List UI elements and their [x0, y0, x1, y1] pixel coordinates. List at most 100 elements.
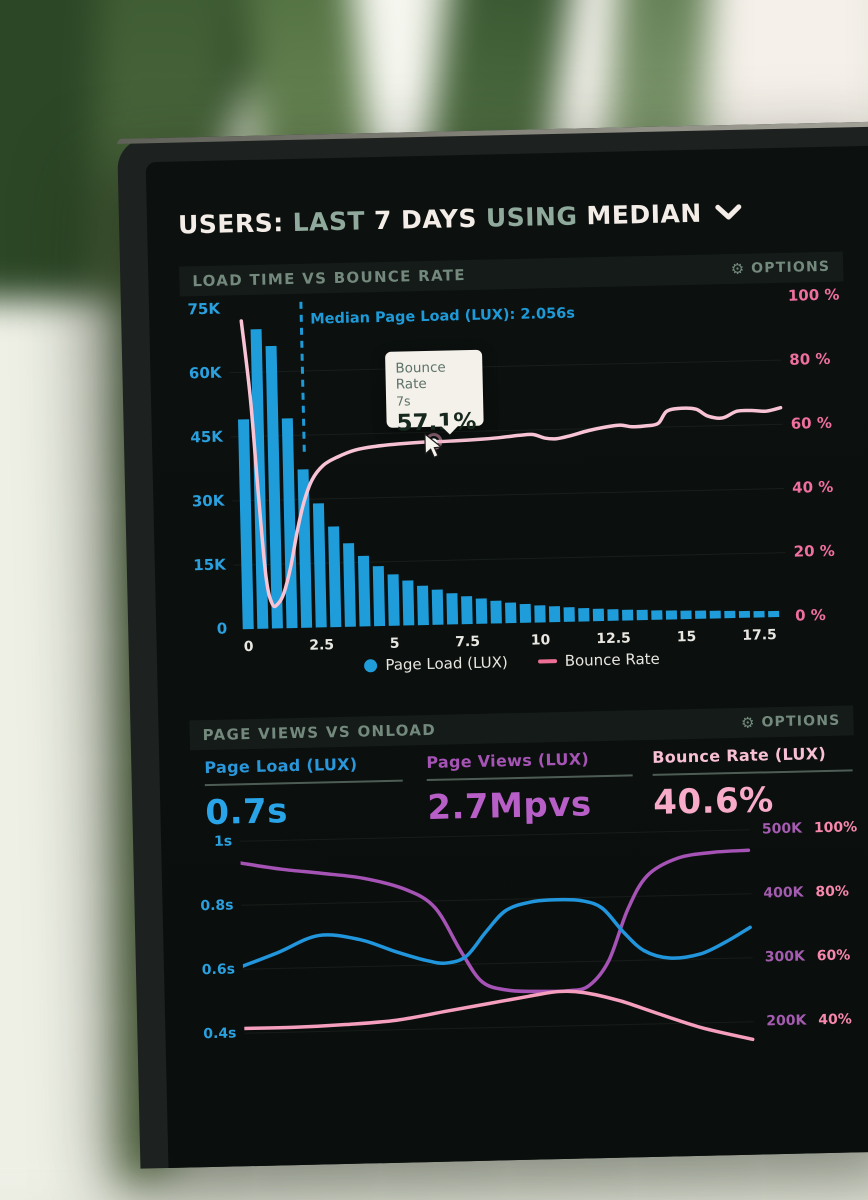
bar[interactable]	[622, 609, 634, 621]
metric-divider	[652, 769, 853, 776]
date-range-selector[interactable]: USERS: LAST 7 DAYS USING MEDIAN	[178, 194, 742, 243]
gridline	[240, 829, 750, 842]
y-tick: 0	[216, 619, 228, 638]
legend-page-load[interactable]: Page Load (LUX)	[364, 653, 508, 674]
y-tick: 300K	[764, 948, 806, 966]
analytics-dashboard: USERS: LAST 7 DAYS USING MEDIAN LOAD TIM…	[155, 176, 868, 1133]
laptop: USERS: LAST 7 DAYS USING MEDIAN LOAD TIM…	[117, 120, 868, 1169]
title-users: USERS:	[177, 207, 285, 240]
bar[interactable]	[680, 610, 692, 620]
panel1-options-button[interactable]: ⚙ OPTIONS	[730, 258, 831, 278]
bar[interactable]	[519, 603, 532, 623]
chevron-down-icon[interactable]	[714, 203, 742, 221]
metric-page-views: Page Views (LUX) 2.7Mpvs	[426, 748, 634, 828]
gridline	[244, 1021, 755, 1034]
bar[interactable]	[578, 608, 590, 622]
bar[interactable]	[490, 600, 502, 624]
gridline	[241, 893, 752, 906]
y-tick: 60K	[188, 363, 222, 383]
chart1-left-axis: 75K 60K 45K 30K 15K 0	[172, 300, 228, 639]
bar[interactable]	[475, 598, 488, 624]
bar[interactable]	[651, 610, 663, 620]
y-tick: 0 %	[794, 605, 826, 625]
tooltip-x-value: 7s	[395, 393, 411, 409]
bar[interactable]	[607, 609, 619, 621]
bar[interactable]	[372, 566, 386, 627]
x-tick-label: 10	[530, 632, 551, 649]
pink-dash-icon	[537, 659, 557, 664]
bar[interactable]	[265, 345, 283, 629]
y-tick: 45K	[190, 427, 224, 447]
mouse-cursor-icon	[424, 432, 443, 459]
bar[interactable]	[753, 610, 765, 618]
bar[interactable]	[461, 596, 473, 625]
bar[interactable]	[297, 469, 313, 628]
chart1-right-axis: 100 % 80 % 60 % 40 % 20 % 0 %	[787, 285, 856, 625]
x-tick-label: 15	[676, 628, 697, 646]
panel-header-page-views: PAGE VIEWS VS ONLOAD ⚙ OPTIONS	[189, 705, 854, 751]
gridline	[232, 487, 785, 502]
y-tick: 40%	[818, 1011, 852, 1029]
page-views-vs-onload-chart[interactable]	[239, 826, 755, 1078]
page-load-line[interactable]	[241, 895, 752, 968]
y-tick: 0.6s	[201, 961, 236, 979]
bar[interactable]	[548, 606, 561, 623]
y-tick: 80 %	[789, 349, 831, 369]
x-tick-label: 17.5	[742, 627, 777, 644]
y-tick: 100%	[813, 819, 858, 837]
bar[interactable]	[281, 418, 298, 629]
bar[interactable]	[312, 503, 327, 628]
gridline	[229, 359, 782, 374]
bar[interactable]	[768, 610, 780, 618]
y-tick: 1s	[213, 833, 233, 850]
gear-icon: ⚙	[740, 713, 755, 732]
bar[interactable]	[636, 609, 648, 621]
legend-bounce-rate[interactable]: Bounce Rate	[537, 650, 660, 671]
bar[interactable]	[563, 607, 575, 622]
x-tick-label: 7.5	[455, 633, 481, 651]
load-time-vs-bounce-rate-chart[interactable]	[228, 289, 787, 633]
gear-icon: ⚙	[730, 259, 745, 278]
bar[interactable]	[709, 610, 721, 619]
y-tick: 200K	[766, 1012, 807, 1030]
x-tick-label: 0	[243, 638, 254, 656]
y-tick: 40 %	[791, 477, 834, 497]
y-tick: 500K	[761, 820, 803, 838]
tooltip-series: Bounce Rate	[395, 359, 446, 393]
panel2-options-button[interactable]: ⚙ OPTIONS	[740, 712, 841, 732]
bar[interactable]	[724, 610, 736, 619]
bar[interactable]	[446, 593, 459, 625]
bar[interactable]	[328, 526, 342, 628]
bar[interactable]	[665, 610, 678, 620]
bar[interactable]	[695, 610, 707, 619]
bar[interactable]	[387, 574, 400, 626]
title-last: LAST	[292, 205, 366, 237]
bounce-rate-line	[239, 319, 783, 609]
y-tick: 0.8s	[200, 897, 234, 915]
bar[interactable]	[238, 419, 254, 630]
panel1-title: LOAD TIME VS BOUNCE RATE	[192, 266, 467, 291]
y-tick: 30K	[191, 491, 225, 511]
bar[interactable]	[592, 608, 605, 622]
background-light-streak	[0, 300, 120, 1200]
bar[interactable]	[505, 602, 517, 624]
bar[interactable]	[738, 610, 751, 618]
y-tick: 60%	[816, 947, 851, 965]
y-tick: 400K	[763, 884, 804, 902]
y-tick: 100 %	[787, 285, 840, 305]
y-tick: 0.4s	[203, 1025, 237, 1043]
bar[interactable]	[417, 585, 429, 626]
x-tick-label: 2.5	[309, 637, 335, 654]
bar[interactable]	[357, 555, 371, 627]
bar[interactable]	[343, 543, 356, 627]
laptop-screen: USERS: LAST 7 DAYS USING MEDIAN LOAD TIM…	[145, 144, 868, 1169]
page-views-line[interactable]	[239, 848, 752, 998]
bar[interactable]	[431, 589, 444, 625]
bounce-rate-line[interactable]	[242, 987, 755, 1051]
chart-tooltip: Bounce Rate 7s 57.1%	[385, 349, 484, 437]
bar[interactable]	[402, 580, 415, 626]
metric-divider	[426, 774, 633, 782]
gridline	[230, 423, 783, 438]
title-7days: 7 DAYS	[373, 203, 478, 235]
bar[interactable]	[534, 605, 546, 623]
